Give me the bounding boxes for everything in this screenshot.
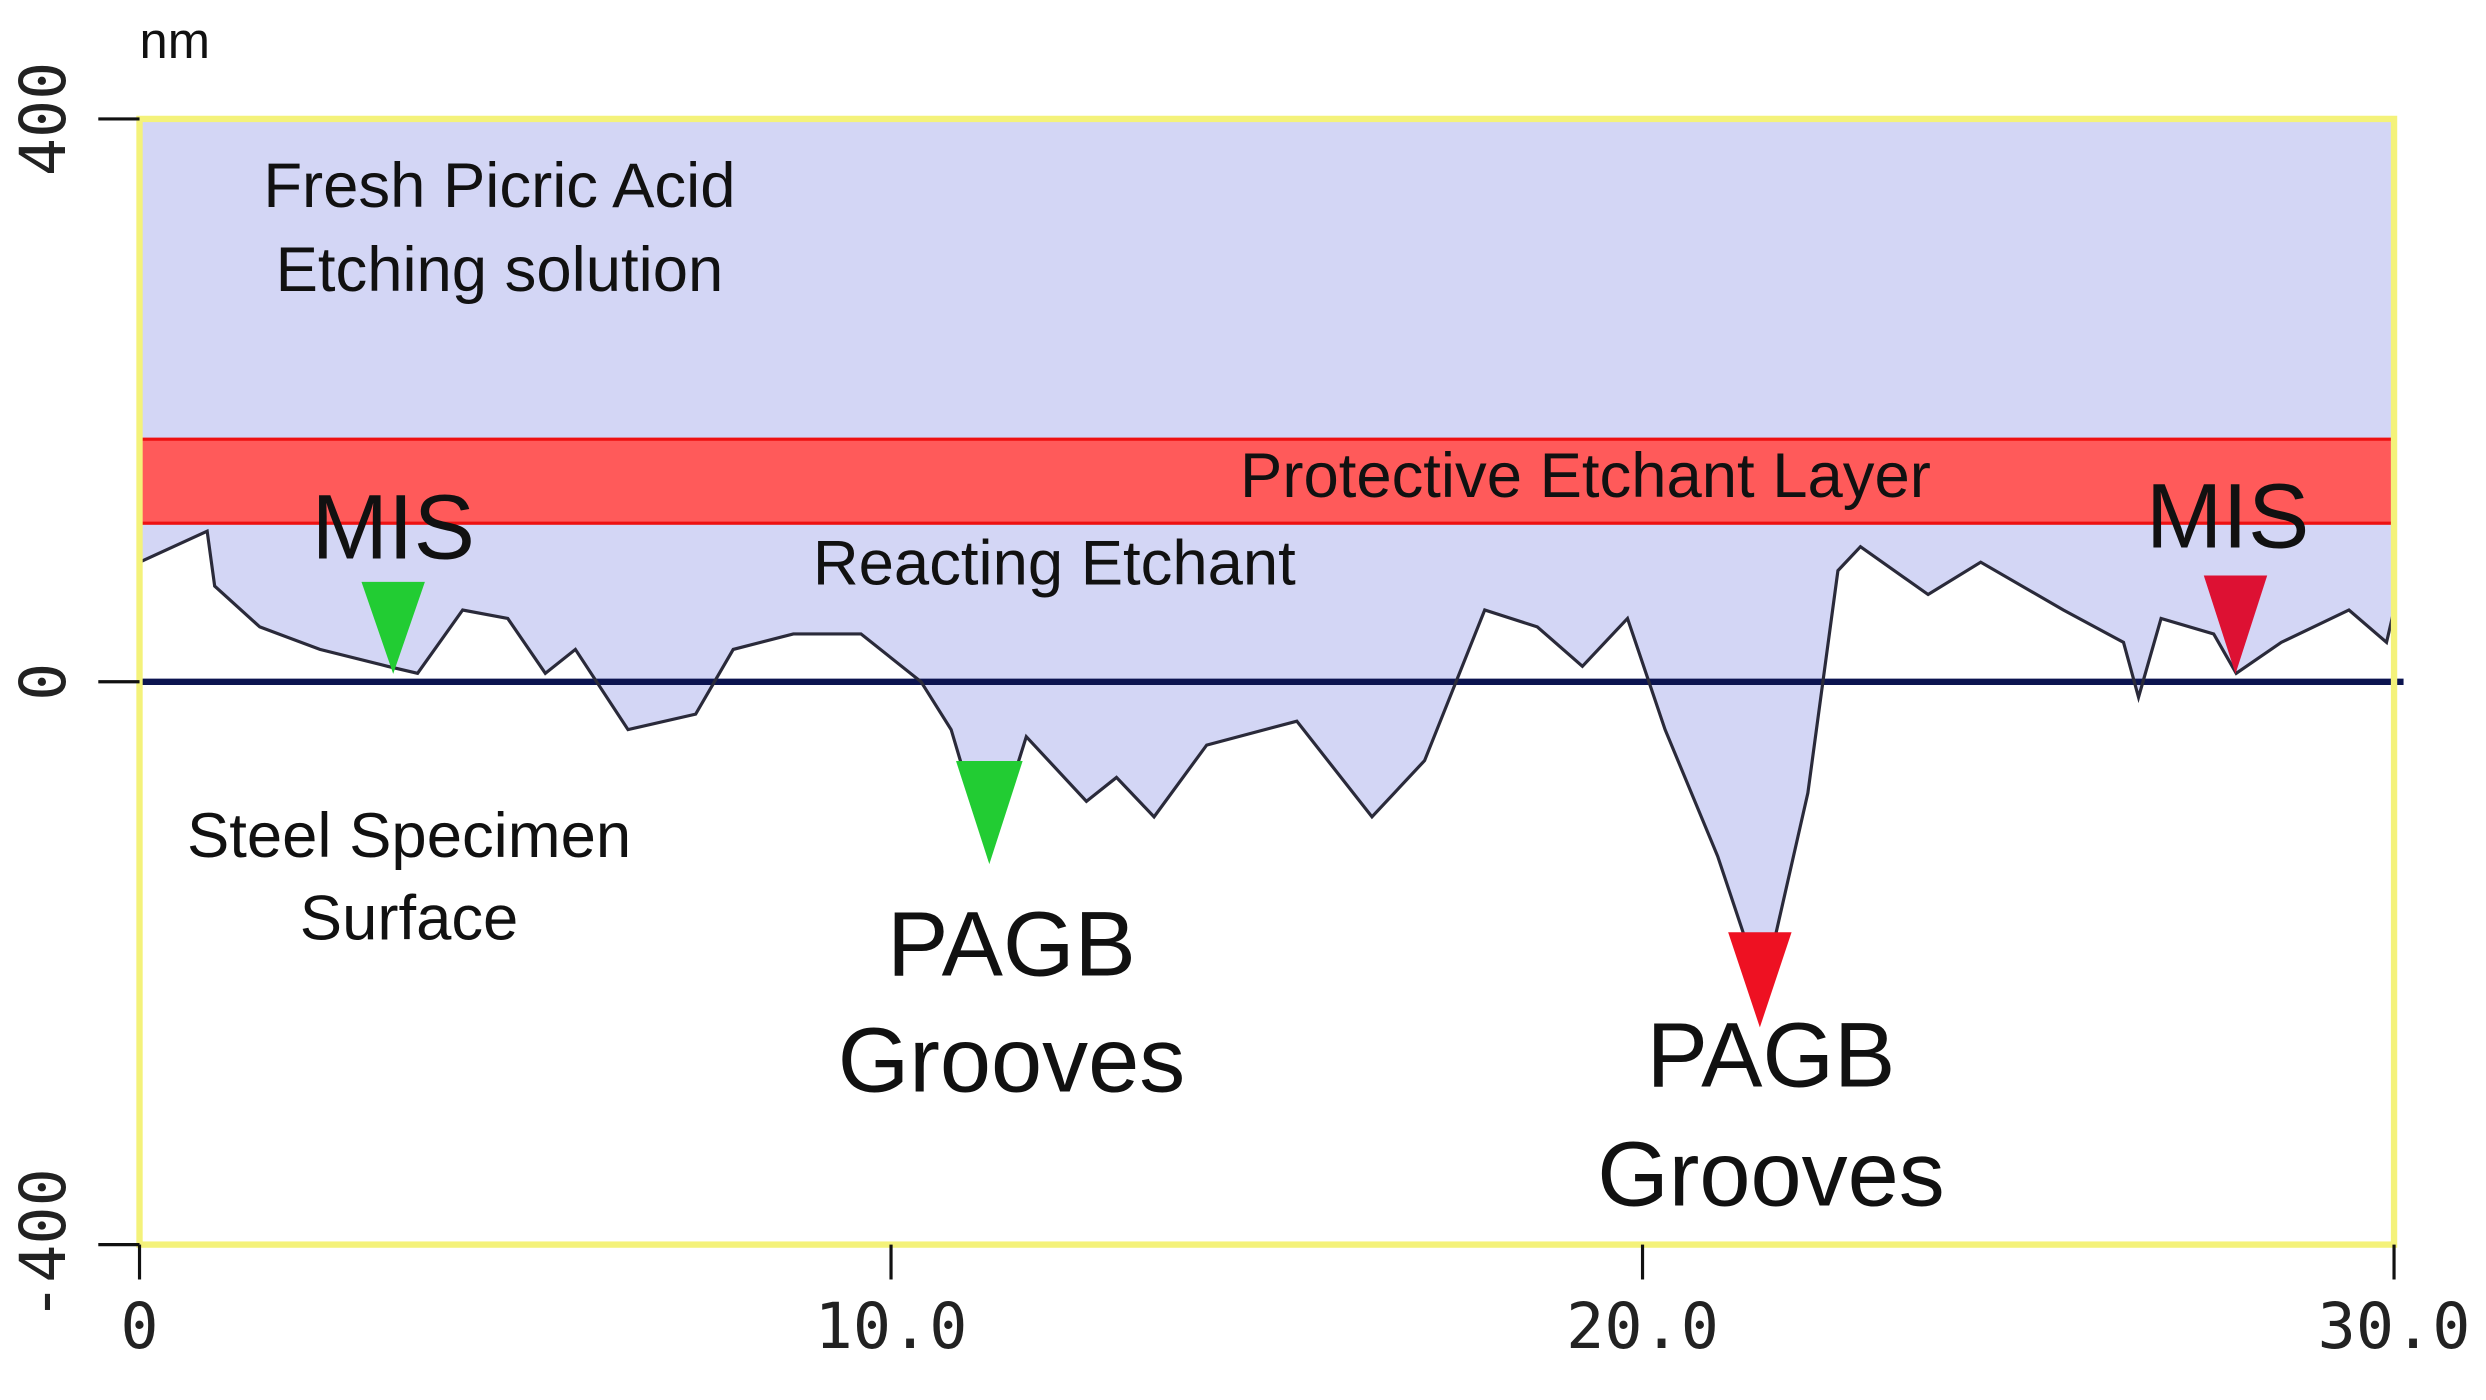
marker-triangle xyxy=(361,581,425,674)
annotation: PAGB xyxy=(1647,1005,1896,1107)
x-tick-label: 0 xyxy=(120,1289,158,1363)
annotation: PAGB xyxy=(887,894,1136,996)
annotation: Grooves xyxy=(838,1009,1185,1111)
x-tick-label: 20.0 xyxy=(1566,1289,1719,1363)
annotation: Protective Etchant Layer xyxy=(1240,441,1931,511)
protective-layer xyxy=(137,437,2396,525)
x-tick-label: 10.0 xyxy=(815,1289,968,1363)
annotation: Fresh Picric Acid xyxy=(263,151,735,221)
annotation: Reacting Etchant xyxy=(813,528,1296,598)
profile-line xyxy=(138,528,2396,998)
y-tick-label: -400 xyxy=(6,1168,80,1321)
y-unit: nm xyxy=(140,12,210,69)
marker-triangle xyxy=(1728,932,1792,1028)
y-tick-label: 400 xyxy=(6,62,80,177)
marker-triangle xyxy=(2203,575,2268,674)
x-tick-label: 30.0 xyxy=(2318,1289,2471,1363)
annotation: Grooves xyxy=(1597,1123,1944,1225)
annotation: Steel Specimen xyxy=(187,801,631,871)
y-tick-label: 0 xyxy=(6,663,80,701)
annotation: Etching solution xyxy=(276,235,724,305)
surface-fill xyxy=(139,531,2395,1245)
annotation: MIS xyxy=(311,477,474,579)
annotation: Surface xyxy=(300,884,519,954)
marker-triangle xyxy=(956,761,1023,865)
annotation: MIS xyxy=(2146,466,2309,568)
